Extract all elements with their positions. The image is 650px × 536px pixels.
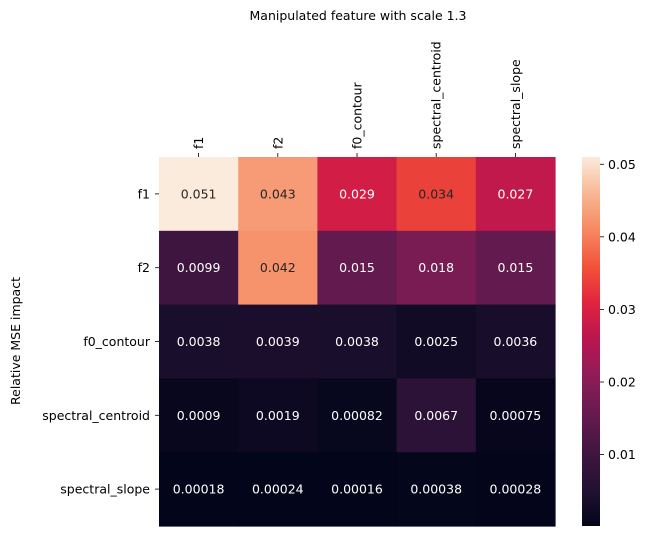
heatmap-cell xyxy=(159,452,239,527)
cell-value-label: 0.0067 xyxy=(414,408,458,423)
cell-value-label: 0.0019 xyxy=(256,408,300,423)
cell-value-label: 0.00082 xyxy=(331,408,383,423)
heatmap-cell xyxy=(159,157,239,232)
heatmap-cell xyxy=(238,230,318,306)
cell-value-label: 0.00016 xyxy=(331,482,383,497)
cell-value-label: 0.0036 xyxy=(494,334,538,349)
x-tick-label: spectral_slope xyxy=(508,59,523,149)
cell-value-label: 0.0009 xyxy=(177,408,221,423)
colorbar-tick-label: 0.05 xyxy=(608,157,636,172)
x-tick-label: f0_contour xyxy=(350,81,365,149)
y-tick-label: f2 xyxy=(138,260,150,275)
cell-value-label: 0.00028 xyxy=(490,482,542,497)
cell-value-label: 0.00038 xyxy=(410,482,462,497)
heatmap-cell xyxy=(317,230,398,306)
heatmap-cell xyxy=(317,452,398,527)
heatmap-cell xyxy=(238,378,318,453)
heatmap-cell xyxy=(475,230,556,306)
heatmap-cell xyxy=(159,304,239,379)
cell-value-label: 0.051 xyxy=(181,186,217,201)
heatmap-cell xyxy=(475,378,556,453)
heatmap-cell xyxy=(396,304,477,379)
x-tick-label: f2 xyxy=(270,137,285,149)
x-tick-label: f1 xyxy=(191,137,206,149)
heatmap-cell xyxy=(396,452,477,527)
y-tick-label: spectral_centroid xyxy=(42,408,150,423)
heatmap-cell xyxy=(238,304,318,379)
heatmap-cell xyxy=(159,230,239,306)
cell-value-label: 0.0099 xyxy=(177,260,221,275)
cell-value-label: 0.0038 xyxy=(177,334,221,349)
y-axis-label: Relative MSE impact xyxy=(8,277,23,405)
heatmap-cell xyxy=(317,378,398,453)
y-tick-label: spectral_slope xyxy=(60,482,150,497)
y-tick-label: f1 xyxy=(138,186,150,201)
heatmap-cell xyxy=(475,157,556,232)
cell-value-label: 0.015 xyxy=(498,260,534,275)
y-tick-labels: f1 f2 f0_contour spectral_centroid spectral_… xyxy=(42,186,159,497)
heatmap-cell xyxy=(238,452,318,527)
y-tick-label: f0_contour xyxy=(83,334,151,349)
heatmap-cell xyxy=(475,452,556,527)
cell-value-label: 0.029 xyxy=(339,186,375,201)
cell-value-label: 0.0038 xyxy=(335,334,379,349)
colorbar-gradient xyxy=(582,157,600,526)
cell-labels: 0.051 0.043 0.029 0.034 0.027 0.0099 0.042 0.01… xyxy=(173,186,542,496)
cell-value-label: 0.042 xyxy=(260,260,296,275)
cell-value-label: 0.018 xyxy=(418,260,454,275)
cell-value-label: 0.0025 xyxy=(414,334,458,349)
heatmap-cell xyxy=(396,157,477,232)
heatmap-cell xyxy=(238,157,318,232)
heatmap-cell xyxy=(396,230,477,306)
chart-title: Manipulated feature with scale 1.3 xyxy=(250,8,467,23)
cell-value-label: 0.0039 xyxy=(256,334,300,349)
heatmap-cell xyxy=(317,157,398,232)
x-tick-labels: f1 f2 f0_contour spectral_centroid spectral_… xyxy=(191,41,523,157)
cell-value-label: 0.00024 xyxy=(252,482,304,497)
colorbar-tick-label: 0.04 xyxy=(608,229,636,244)
heatmap-cell xyxy=(396,378,477,453)
cell-value-label: 0.00075 xyxy=(490,408,542,423)
cell-value-label: 0.015 xyxy=(339,260,375,275)
cell-value-label: 0.00018 xyxy=(173,482,225,497)
heatmap-cell xyxy=(159,378,239,453)
colorbar-tick-label: 0.03 xyxy=(608,302,636,317)
cell-value-label: 0.027 xyxy=(498,186,534,201)
heatmap-cell xyxy=(475,304,556,379)
colorbar-tick-label: 0.02 xyxy=(608,375,636,390)
colorbar: 0.01 0.02 0.03 0.04 0.05 xyxy=(582,157,636,526)
x-tick-label: spectral_centroid xyxy=(429,41,444,149)
cell-value-label: 0.034 xyxy=(418,186,454,201)
cell-value-label: 0.043 xyxy=(260,186,296,201)
colorbar-tick-label: 0.01 xyxy=(608,447,636,462)
heatmap-cell xyxy=(317,304,398,379)
heatmap-cells xyxy=(159,157,556,527)
